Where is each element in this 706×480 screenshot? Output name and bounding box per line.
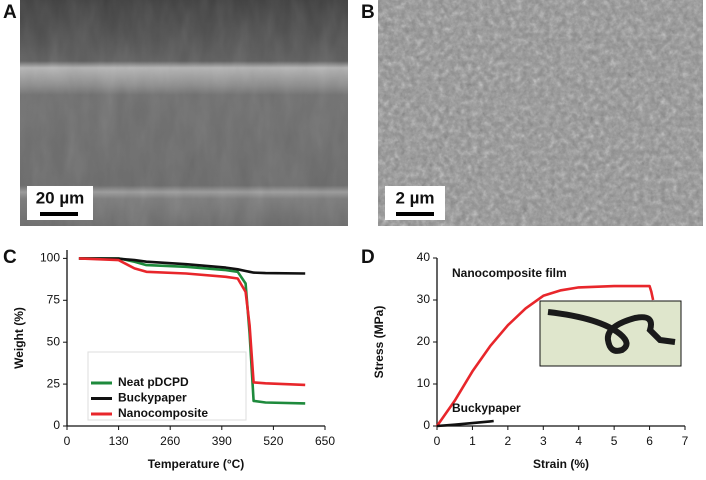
x-tick-label: 4 bbox=[575, 434, 582, 448]
legend-label: Neat pDCPD bbox=[118, 375, 189, 389]
data-line bbox=[78, 257, 306, 387]
legend-label: Nanocomposite bbox=[118, 406, 208, 420]
y-tick-label: 0 bbox=[423, 418, 430, 432]
x-tick-label: 7 bbox=[682, 434, 689, 448]
x-tick-label: 650 bbox=[315, 434, 335, 448]
scale-bar bbox=[40, 212, 78, 216]
y-tick-label: 0 bbox=[53, 418, 60, 432]
x-tick-label: 390 bbox=[212, 434, 232, 448]
y-tick-label: 100 bbox=[40, 251, 60, 265]
y-axis-title: Stress (MPa) bbox=[372, 306, 386, 379]
scale-bar-label: 20 µm bbox=[36, 188, 85, 207]
panel-label: A bbox=[3, 2, 17, 23]
y-axis-title: Weight (%) bbox=[12, 307, 26, 369]
x-tick-label: 6 bbox=[646, 434, 653, 448]
y-tick-label: 30 bbox=[417, 292, 431, 306]
data-line bbox=[436, 419, 494, 428]
x-axis-title: Strain (%) bbox=[533, 457, 589, 471]
x-tick-label: 0 bbox=[64, 434, 71, 448]
y-tick-label: 40 bbox=[417, 250, 431, 264]
x-tick-label: 5 bbox=[611, 434, 618, 448]
panel-label: D bbox=[361, 247, 375, 268]
inset-film bbox=[547, 309, 676, 354]
panel-label: B bbox=[361, 2, 375, 23]
scale-bar-label: 2 µm bbox=[395, 188, 434, 207]
x-tick-label: 130 bbox=[109, 434, 129, 448]
x-tick-label: 260 bbox=[160, 434, 180, 448]
scale-bar bbox=[396, 212, 434, 216]
x-tick-label: 3 bbox=[540, 434, 547, 448]
panel-label: C bbox=[3, 247, 17, 268]
x-tick-label: 1 bbox=[469, 434, 476, 448]
x-tick-label: 0 bbox=[434, 434, 441, 448]
y-tick-label: 75 bbox=[47, 292, 61, 306]
y-tick-label: 25 bbox=[47, 376, 61, 390]
x-axis-title: Temperature (°C) bbox=[148, 457, 245, 471]
legend-box bbox=[87, 351, 247, 421]
x-tick-label: 2 bbox=[505, 434, 512, 448]
data-line bbox=[78, 257, 306, 275]
y-tick-label: 50 bbox=[47, 334, 61, 348]
series-annotation: Nanocomposite film bbox=[452, 266, 567, 280]
legend-label: Buckypaper bbox=[118, 391, 187, 405]
y-tick-label: 10 bbox=[417, 376, 431, 390]
series-annotation: Buckypaper bbox=[452, 401, 521, 415]
x-tick-label: 520 bbox=[263, 434, 283, 448]
data-line bbox=[435, 284, 655, 427]
y-tick-label: 20 bbox=[417, 334, 431, 348]
